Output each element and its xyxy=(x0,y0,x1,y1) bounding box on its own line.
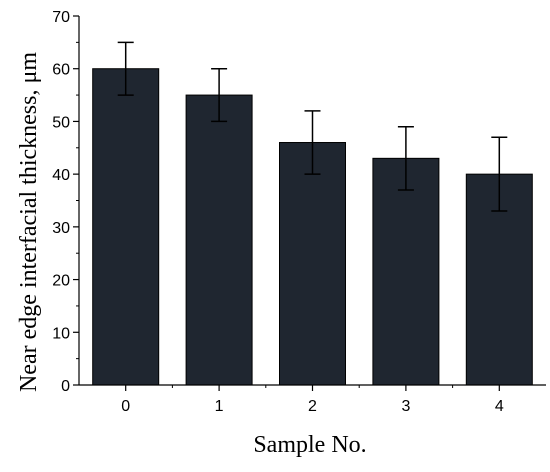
x-tick-label-4: 4 xyxy=(495,398,504,415)
y-tick-label-60: 60 xyxy=(52,62,70,79)
y-tick-label-70: 70 xyxy=(52,9,70,26)
bar-2 xyxy=(279,142,346,386)
y-tick-label-30: 30 xyxy=(52,220,70,237)
error-bars-layer xyxy=(117,41,508,212)
y-tick-label-40: 40 xyxy=(52,167,70,184)
axes-layer xyxy=(73,15,546,391)
x-tick-label-1: 1 xyxy=(215,398,224,415)
bar-3 xyxy=(372,157,440,386)
y-tick-label-0: 0 xyxy=(61,378,70,395)
y-axis-title: Near edge interfacial thickness, μm xyxy=(16,52,42,392)
x-tick-label-2: 2 xyxy=(308,398,317,415)
y-tick-label-20: 20 xyxy=(52,273,70,290)
tick-labels-layer: 0 10 20 30 40 50 60 70 0 1 2 3 4 xyxy=(52,9,504,415)
x-tick-label-3: 3 xyxy=(401,398,410,415)
bar-0 xyxy=(92,68,160,386)
x-axis-title: Sample No. xyxy=(253,432,366,458)
y-tick-label-10: 10 xyxy=(52,325,70,342)
y-tick-label-50: 50 xyxy=(52,114,70,131)
bar-1 xyxy=(185,94,253,386)
x-tick-label-0: 0 xyxy=(121,398,130,415)
